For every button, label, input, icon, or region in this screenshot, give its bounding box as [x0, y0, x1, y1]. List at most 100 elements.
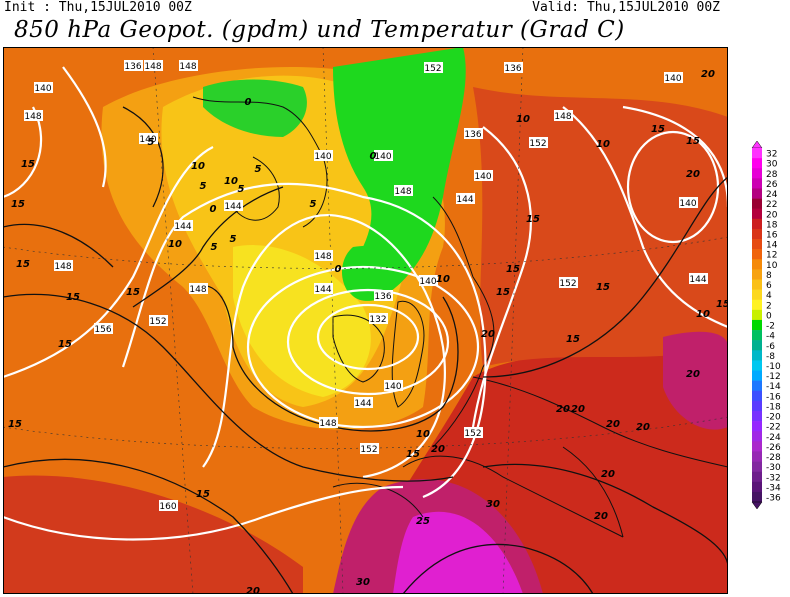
colorbar-label: -28: [766, 453, 781, 463]
colorbar-label: 18: [766, 220, 778, 230]
svg-text:152: 152: [464, 429, 481, 439]
geopotential-label: 148: [179, 60, 198, 72]
map-frame: [3, 47, 728, 594]
temperature-label: 20: [636, 422, 650, 433]
geopotential-label: 136: [124, 60, 143, 72]
temperature-label: 15: [8, 419, 22, 430]
colorbar-swatch: [752, 279, 762, 290]
temperature-label: 10: [191, 161, 205, 172]
temperature-label: 15: [651, 124, 665, 135]
temp-field-hot-east: [663, 331, 728, 430]
colorbar-swatch: [752, 309, 762, 321]
colorbar-swatch: [752, 299, 762, 311]
temperature-label: 20: [601, 469, 615, 480]
colorbar-label: 28: [766, 170, 778, 180]
colorbar-swatch: [752, 451, 762, 462]
svg-text:144: 144: [174, 222, 191, 232]
colorbar-swatch: [752, 481, 762, 493]
temperature-label: 15: [566, 334, 580, 345]
svg-text:148: 148: [179, 62, 196, 72]
colorbar-swatch: [752, 471, 762, 483]
svg-text:136: 136: [464, 130, 481, 140]
temperature-label: 20: [556, 404, 570, 415]
colorbar-swatch: [752, 249, 762, 260]
colorbar-label: 6: [766, 281, 772, 291]
temperature-label: 15: [686, 136, 700, 147]
geopotential-label: 152: [559, 277, 578, 289]
temperature-label: 10: [696, 309, 710, 320]
geopotential-label: 148: [314, 250, 333, 262]
geopotential-label: 140: [374, 150, 393, 162]
geopotential-label: 144: [456, 193, 475, 205]
geopotential-label: 144: [689, 273, 708, 285]
temperature-label: 30: [356, 577, 370, 588]
temperature-label: 15: [506, 264, 520, 275]
temperature-label: 10: [416, 429, 430, 440]
valid-time: Valid: Thu,15JUL2010 00Z: [532, 0, 720, 15]
geopotential-label: 144: [314, 283, 333, 295]
temperature-label: 10: [168, 239, 182, 250]
geopotential-label: 140: [139, 133, 158, 145]
colorbar-label: -24: [766, 433, 781, 443]
temperature-label: 5: [310, 199, 317, 210]
colorbar-label: -36: [766, 493, 781, 503]
colorbar-swatch: [752, 168, 762, 179]
colorbar-label: 32: [766, 150, 777, 160]
colorbar-label: 16: [766, 231, 778, 241]
temperature-label: 15: [58, 339, 72, 350]
temp-field-hot-2: [393, 511, 523, 594]
geopotential-label: 140: [314, 150, 333, 162]
geopotential-label: 136: [464, 128, 483, 140]
temperature-label: 20: [481, 329, 495, 340]
svg-text:152: 152: [360, 445, 377, 455]
colorbar-swatch: [752, 198, 762, 209]
svg-text:152: 152: [559, 279, 576, 289]
temperature-label: 20: [594, 511, 608, 522]
svg-text:136: 136: [374, 292, 391, 302]
colorbar-swatch: [752, 330, 762, 341]
svg-text:140: 140: [374, 152, 391, 162]
colorbar-swatch: [752, 340, 762, 351]
colorbar-label: -34: [766, 483, 781, 493]
temperature-label: 0: [210, 204, 217, 215]
geopotential-label: 152: [529, 137, 548, 149]
svg-text:148: 148: [144, 62, 161, 72]
svg-text:136: 136: [504, 64, 521, 74]
svg-text:140: 140: [664, 74, 681, 84]
colorbar-swatch: [752, 431, 762, 442]
grid-lines: [3, 47, 728, 594]
geopotential-label: 140: [384, 380, 403, 392]
svg-text:148: 148: [394, 187, 411, 197]
colorbar-label: 22: [766, 200, 777, 210]
colorbar-swatch: [752, 390, 762, 402]
colorbar-label: -30: [766, 463, 781, 473]
temperature-label: 25: [416, 516, 430, 527]
colorbar-swatch: [752, 289, 762, 301]
temperature-label: 15: [21, 159, 35, 170]
colorbar-swatch: [752, 218, 762, 230]
temperature-label: 15: [16, 259, 30, 270]
svg-text:144: 144: [354, 399, 371, 409]
cold-pool: [333, 47, 466, 301]
colorbar-swatch: [752, 410, 762, 422]
temperature-label: 30: [486, 499, 500, 510]
svg-text:132: 132: [369, 315, 386, 325]
colorbar-swatch: [752, 421, 762, 432]
svg-text:140: 140: [474, 172, 491, 182]
colorbar-label: 26: [766, 180, 778, 190]
colorbar-label: 4: [766, 291, 772, 301]
colorbar-label: 20: [766, 210, 778, 220]
colorbar-label: -8: [766, 352, 775, 362]
colorbar-swatch: [752, 148, 762, 159]
temperature-label: 0: [370, 151, 377, 162]
colorbar-swatch: [752, 461, 762, 472]
coastlines: [192, 96, 728, 538]
temperature-label: 15: [716, 299, 728, 310]
temperature-label: 20: [606, 419, 620, 430]
temperature-label: 15: [596, 282, 610, 293]
temp-field-cool-3: [233, 245, 371, 397]
temperature-label: 5: [230, 234, 237, 245]
colorbar-swatch: [752, 158, 762, 169]
temperature-label: 15: [526, 214, 540, 225]
init-time: Init : Thu,15JUL2010 00Z: [4, 0, 192, 15]
